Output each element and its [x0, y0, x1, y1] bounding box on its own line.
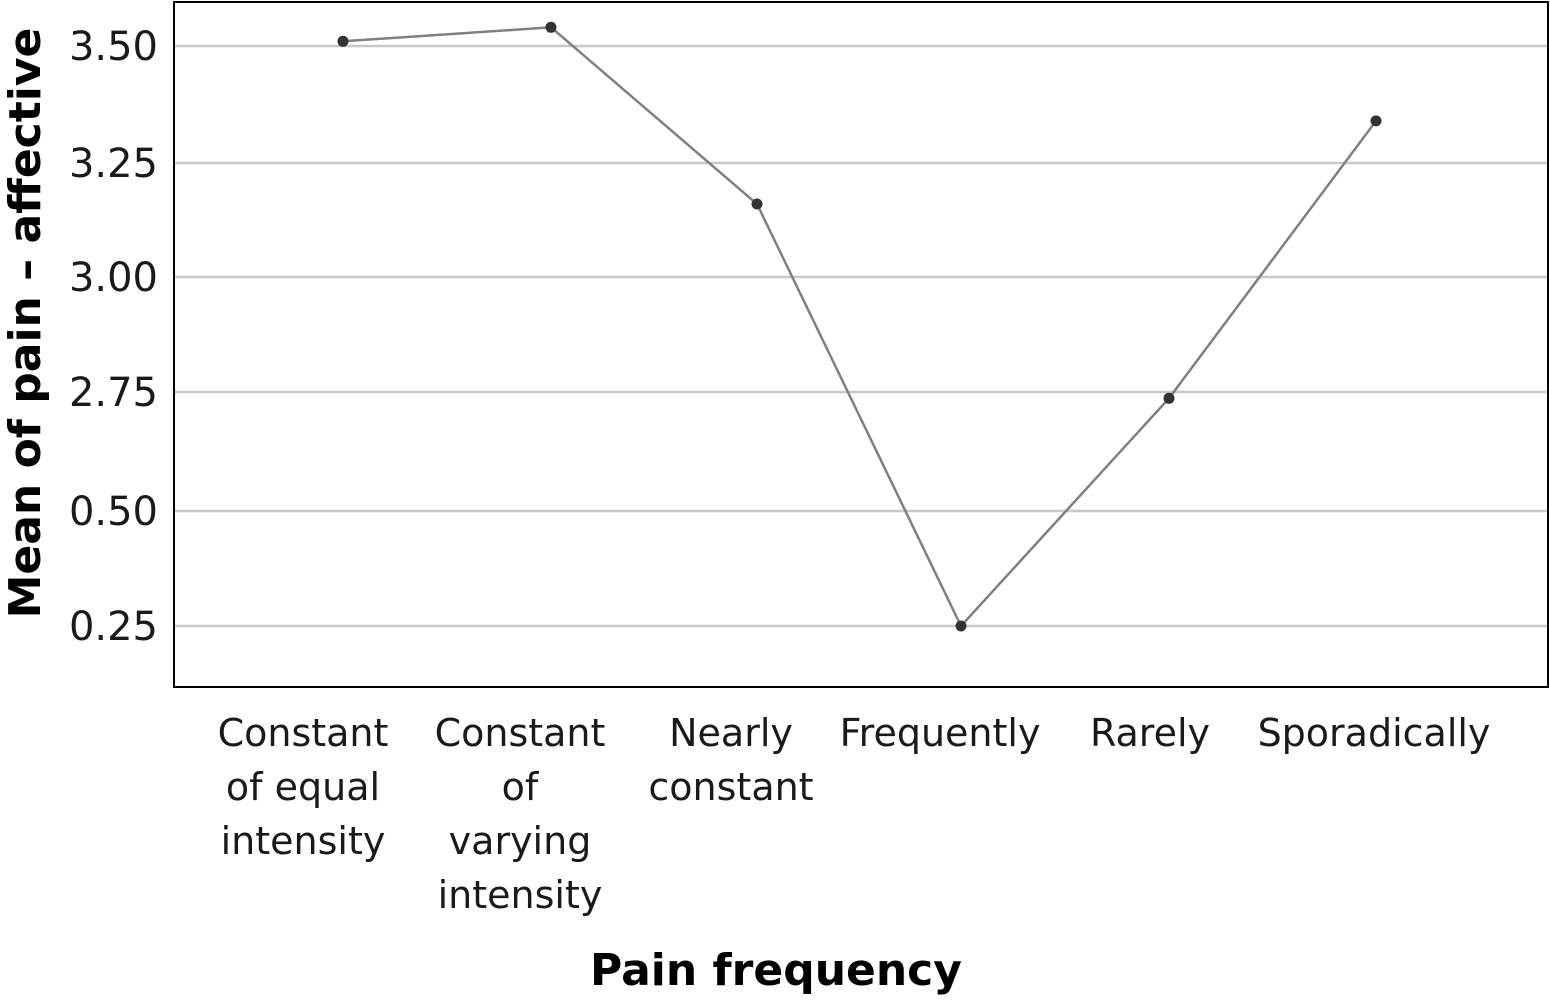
- x-category-label: Sporadically: [1258, 711, 1491, 755]
- y-axis-ticks: 0.25 0.50 2.75 3.00 3.25 3.50: [69, 24, 158, 650]
- y-tick-label: 3.00: [69, 255, 158, 301]
- y-tick-label: 2.75: [69, 370, 158, 416]
- data-point: [751, 198, 763, 210]
- y-tick-label: 3.50: [69, 24, 158, 70]
- y-tick-label: 3.25: [69, 141, 158, 187]
- data-point: [1163, 392, 1175, 404]
- x-category-label: Nearly constant: [648, 711, 813, 809]
- series-line: [342, 26, 1378, 629]
- x-category-label: Constant of varying intensity: [435, 711, 606, 917]
- data-point: [1370, 115, 1382, 127]
- x-axis-categories: Constant of equal intensity Constant of varyi…: [218, 711, 1491, 917]
- gridlines: [174, 44, 1548, 628]
- plot-frame: [173, 1, 1549, 688]
- data-points: [337, 21, 1382, 632]
- x-axis-title: Pain frequency: [590, 945, 962, 996]
- y-tick-label: 0.50: [69, 489, 158, 535]
- y-axis-title: Mean of pain – affective: [0, 28, 51, 619]
- y-tick-label: 0.25: [69, 604, 158, 650]
- x-category-label: Rarely: [1090, 711, 1210, 755]
- x-category-label: Constant of equal intensity: [218, 711, 389, 863]
- x-category-label: Frequently: [840, 711, 1041, 755]
- data-point: [337, 35, 349, 47]
- data-point: [955, 620, 967, 632]
- data-point: [545, 21, 557, 33]
